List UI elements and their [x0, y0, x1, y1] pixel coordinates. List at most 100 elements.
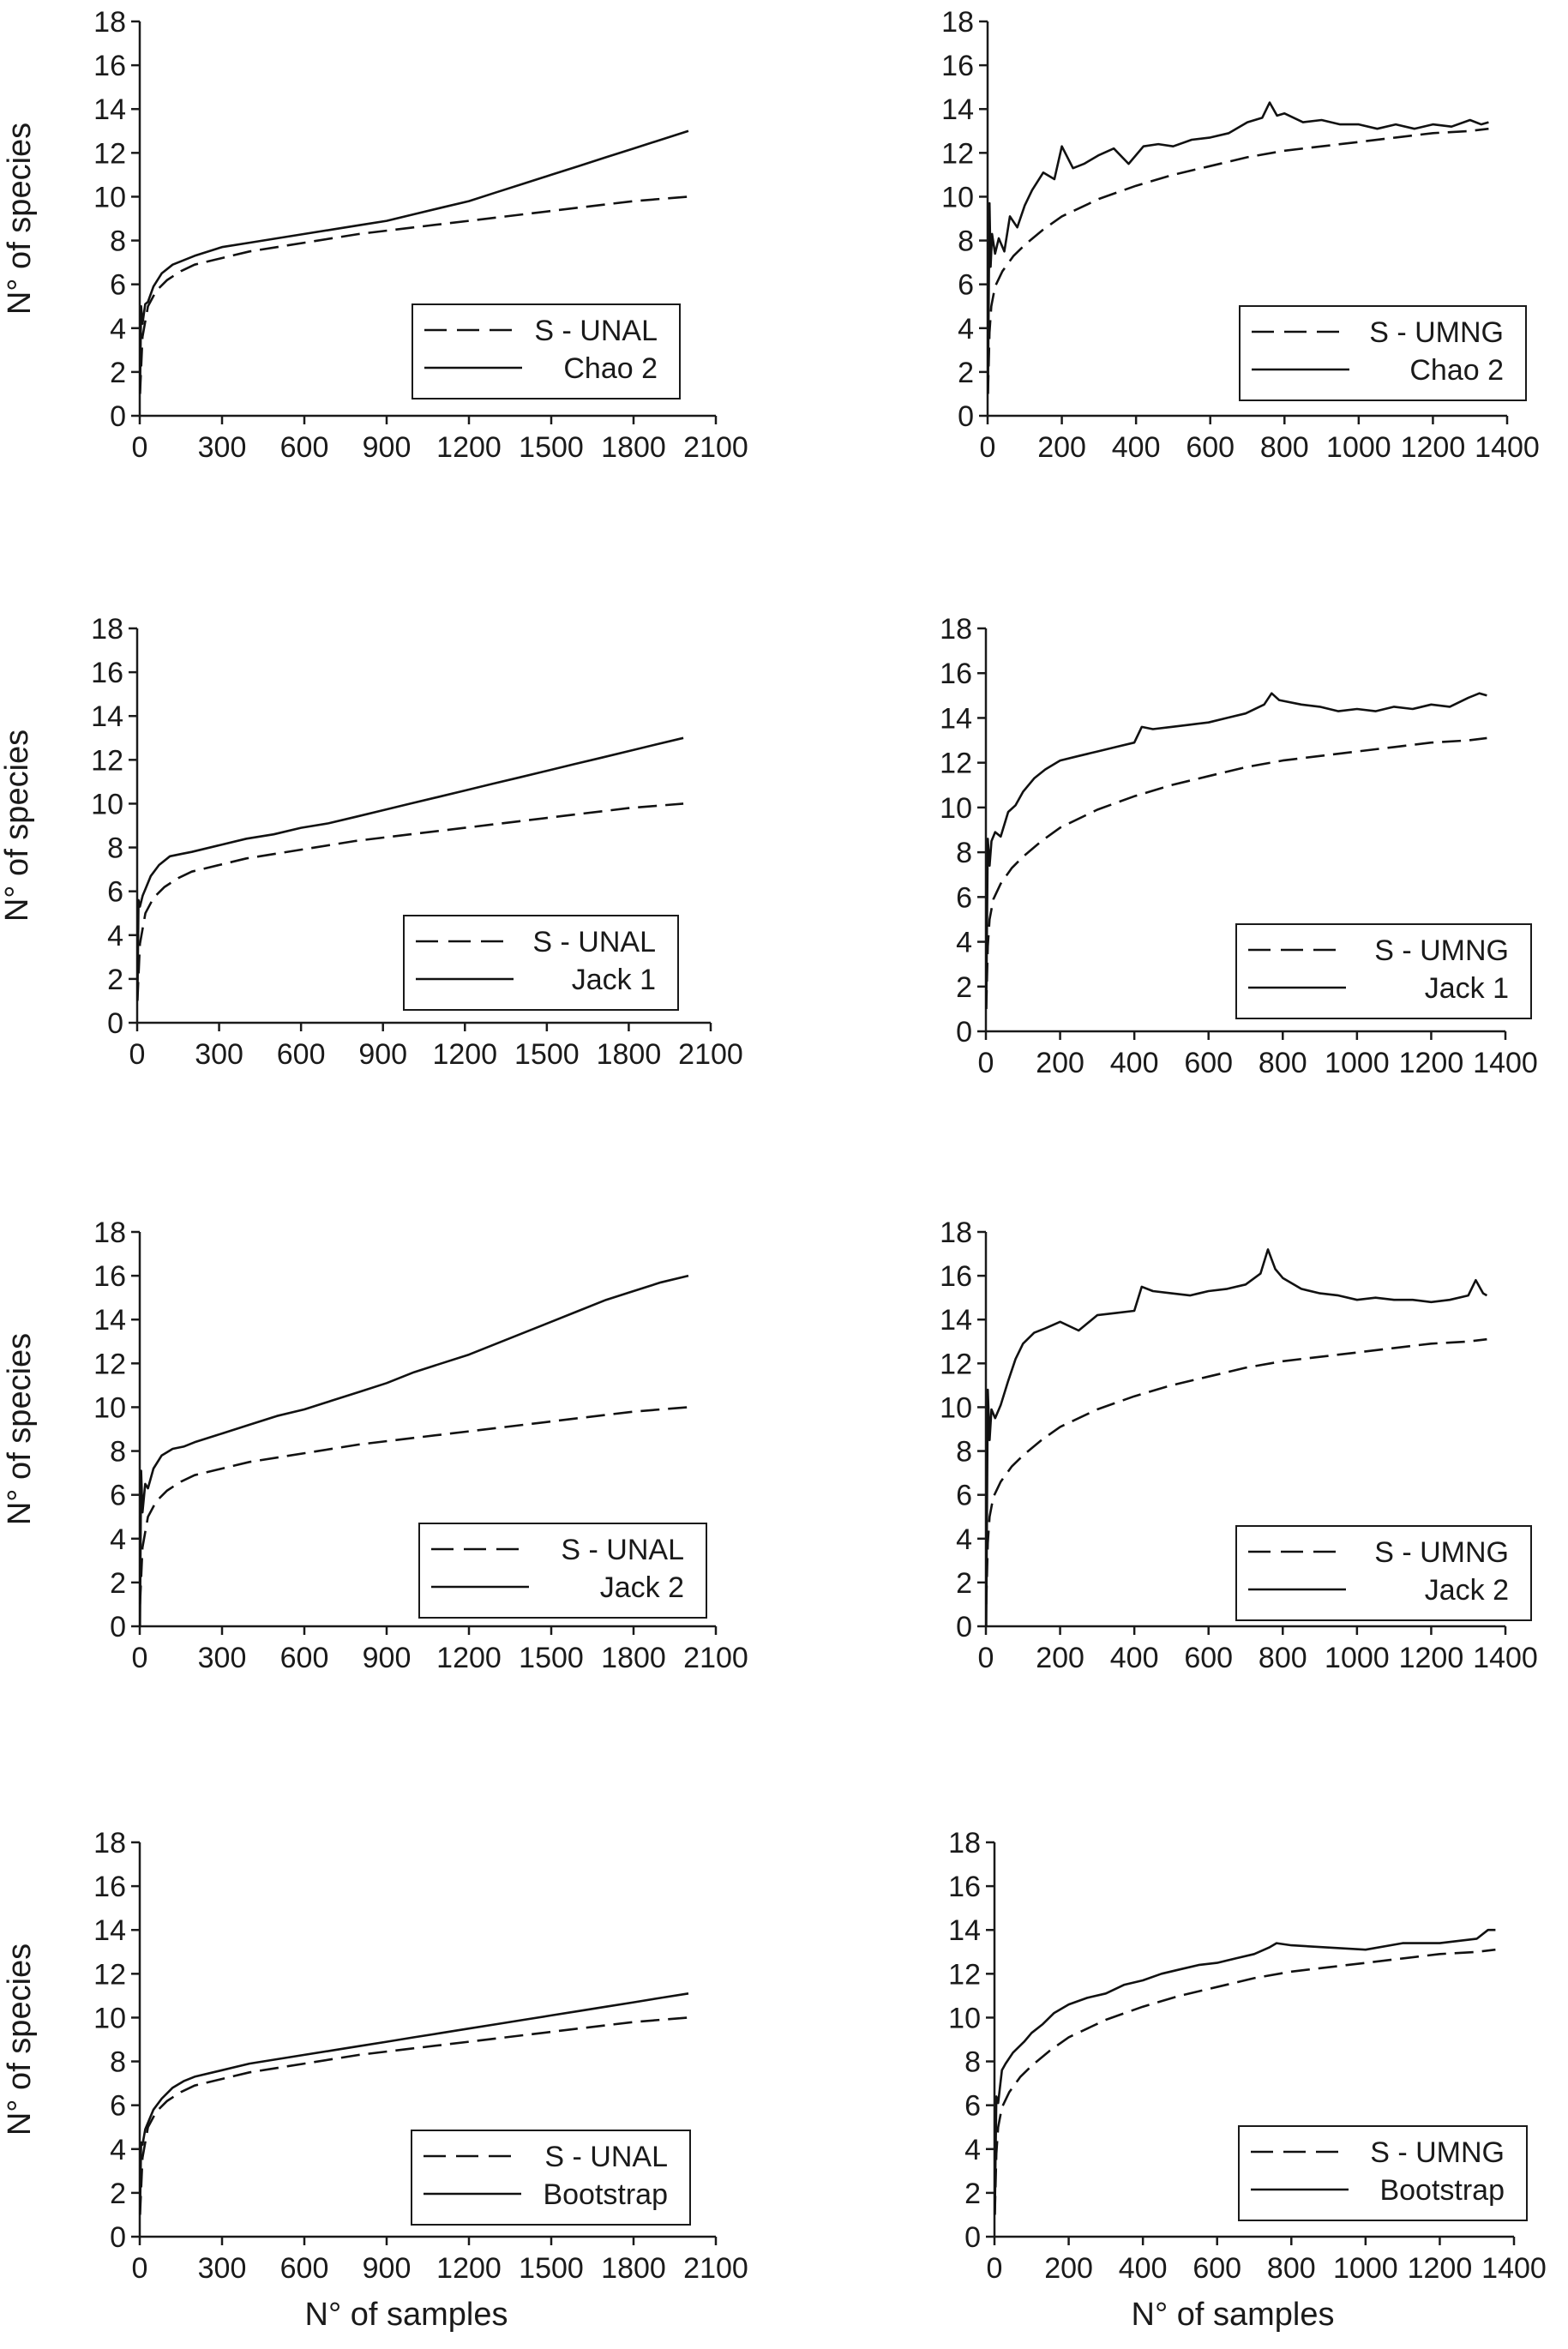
- x-tick-label: 1500: [514, 1038, 580, 1071]
- x-tick-label: 2100: [683, 2252, 748, 2285]
- y-tick-label: 0: [110, 400, 126, 433]
- x-tick-label: 1200: [1401, 431, 1466, 464]
- legend-label: S - UMNG: [1370, 2136, 1505, 2169]
- x-tick-label: 0: [978, 1047, 994, 1079]
- series-line-solid: [139, 1992, 689, 2215]
- series-line-solid: [136, 736, 684, 1001]
- x-tick-label: 1400: [1473, 1047, 1538, 1079]
- x-tick-label: 400: [1119, 2252, 1168, 2285]
- x-tick-label: 0: [132, 431, 148, 464]
- y-tick-label: 14: [941, 93, 974, 126]
- y-axis-title: N° of species: [2, 123, 38, 315]
- x-tick-label: 0: [980, 431, 996, 464]
- y-tick-label: 0: [956, 1611, 972, 1643]
- x-tick-label: 300: [198, 431, 247, 464]
- y-tick-label: 6: [110, 1480, 126, 1512]
- y-tick-label: 18: [93, 1827, 126, 1859]
- y-tick-label: 14: [948, 1914, 981, 1947]
- x-tick-label: 2100: [683, 431, 748, 464]
- y-tick-label: 16: [93, 1871, 126, 1903]
- x-tick-label: 600: [1184, 1047, 1233, 1079]
- chart-panel-row3-left: 0 2 4 6 8 10 12 14 16 18 0 300 600 900 1200 1500 1800 210…: [2, 1217, 748, 1674]
- y-tick-label: 8: [110, 1436, 126, 1469]
- x-tick-label: 900: [363, 431, 412, 464]
- legend-label: S - UNAL: [544, 2141, 668, 2173]
- y-tick-label: 6: [958, 269, 974, 302]
- x-tick-label: 1500: [519, 1642, 584, 1674]
- legend: S - UMNG Jack 1: [1235, 923, 1532, 1019]
- legend-label: S - UMNG: [1374, 934, 1509, 967]
- x-tick-label: 0: [978, 1642, 994, 1674]
- legend-label: Chao 2: [563, 352, 658, 385]
- x-tick-label: 0: [132, 1642, 148, 1674]
- y-tick-label: 4: [956, 1523, 972, 1556]
- x-tick-label: 0: [987, 2252, 1003, 2285]
- x-tick-label: 1800: [601, 431, 666, 464]
- legend-label: S - UNAL: [534, 315, 658, 347]
- y-tick-label: 18: [93, 6, 126, 39]
- y-tick-label: 4: [110, 313, 126, 345]
- x-tick-label: 1000: [1325, 1642, 1390, 1674]
- x-tick-label: 1800: [597, 1038, 662, 1071]
- y-tick-label: 0: [107, 1007, 123, 1040]
- series-line-dashed: [987, 127, 1489, 394]
- legend-label: S - UNAL: [561, 1534, 684, 1566]
- x-tick-label: 0: [129, 1038, 146, 1071]
- y-tick-label: 18: [948, 1827, 981, 1859]
- y-tick-label: 2: [110, 357, 126, 389]
- y-tick-label: 18: [93, 1217, 126, 1249]
- y-tick-label: 12: [940, 1348, 972, 1380]
- legend: S - UMNG Chao 2: [1239, 305, 1527, 401]
- legend: S - UNAL Chao 2: [412, 303, 681, 400]
- legend: S - UMNG Bootstrap: [1238, 2125, 1528, 2221]
- y-tick-label: 8: [107, 832, 123, 865]
- x-tick-label: 600: [277, 1038, 326, 1071]
- x-tick-label: 1000: [1326, 431, 1391, 464]
- x-tick-label: 600: [1184, 1642, 1233, 1674]
- y-tick-label: 16: [948, 1871, 981, 1903]
- legend-box: [1235, 923, 1532, 1019]
- y-tick-label: 6: [956, 1480, 972, 1512]
- legend-label: Jack 1: [572, 964, 656, 996]
- y-tick-label: 4: [110, 2134, 126, 2166]
- chart-panel-bottom-right: 0 2 4 6 8 10 12 14 16 18 0 200 400 600 800 1000 1200 1400…: [948, 1827, 1547, 2333]
- series-line-solid: [985, 1248, 1488, 1627]
- x-tick-label: 200: [1037, 431, 1086, 464]
- legend-label: S - UNAL: [532, 926, 656, 958]
- x-tick-label: 1200: [436, 1642, 502, 1674]
- y-tick-label: 14: [93, 1914, 126, 1947]
- x-tick-label: 800: [1259, 1047, 1307, 1079]
- chart-panel-row3-right: 0 2 4 6 8 10 12 14 16 18 0 200 400 600 800 1000 1200 1400…: [940, 1217, 1538, 1674]
- legend-label: S - UMNG: [1369, 316, 1504, 349]
- x-tick-label: 1000: [1325, 1047, 1390, 1079]
- y-tick-label: 14: [91, 700, 123, 733]
- series-line-dashed: [994, 1948, 1496, 2215]
- y-tick-label: 16: [93, 1260, 126, 1293]
- series-line-dashed: [139, 195, 689, 394]
- y-tick-label: 2: [107, 964, 123, 996]
- chart-panel-row2-left: 0 2 4 6 8 10 12 14 16 18 0 300 600 900 1200 1500 1800 210…: [0, 613, 743, 1071]
- y-tick-label: 2: [958, 357, 974, 389]
- x-tick-label: 1400: [1475, 431, 1540, 464]
- chart-panel-top-right: 0 2 4 6 8 10 12 14 16 18 0 200 400 600 800 1000 1200 1400…: [941, 6, 1540, 464]
- x-tick-label: 600: [280, 1642, 329, 1674]
- x-tick-label: 1200: [1399, 1047, 1464, 1079]
- y-tick-label: 12: [93, 1348, 126, 1380]
- x-tick-label: 800: [1259, 1642, 1307, 1674]
- y-tick-label: 14: [940, 1304, 972, 1337]
- legend: S - UMNG Jack 2: [1235, 1525, 1532, 1621]
- legend: S - UNAL Bootstrap: [411, 2130, 691, 2226]
- y-axis-title: N° of species: [2, 1943, 38, 2136]
- y-tick-label: 8: [956, 1436, 972, 1469]
- y-tick-label: 12: [941, 137, 974, 170]
- y-tick-label: 14: [93, 1304, 126, 1337]
- y-tick-label: 6: [110, 2090, 126, 2123]
- y-tick-label: 10: [91, 788, 123, 820]
- series-line-solid: [994, 1928, 1496, 2215]
- x-tick-label: 1200: [432, 1038, 497, 1071]
- y-tick-label: 18: [940, 1217, 972, 1249]
- series-line-dashed: [139, 1406, 689, 1605]
- y-tick-label: 14: [940, 702, 972, 735]
- x-tick-label: 2100: [678, 1038, 743, 1071]
